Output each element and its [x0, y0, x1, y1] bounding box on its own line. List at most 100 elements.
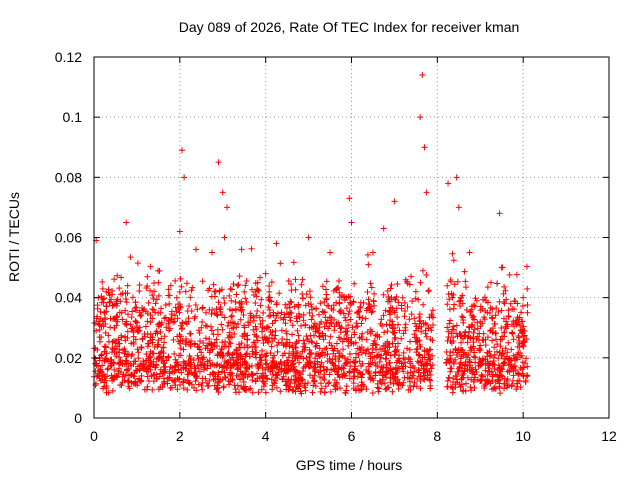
data-point — [289, 331, 296, 338]
data-point — [293, 315, 300, 322]
data-point — [352, 365, 359, 372]
data-point — [237, 344, 244, 351]
data-point — [130, 341, 137, 348]
data-point — [381, 348, 388, 355]
data-point — [492, 320, 499, 327]
data-point — [365, 304, 372, 311]
data-point — [341, 372, 348, 379]
data-point — [254, 370, 261, 377]
data-point — [406, 281, 413, 288]
data-point — [278, 327, 285, 334]
data-point — [262, 270, 269, 277]
data-point — [327, 249, 334, 256]
data-point — [497, 390, 504, 397]
data-point — [446, 296, 453, 303]
data-point — [317, 364, 324, 371]
data-point — [125, 366, 132, 373]
data-point — [238, 340, 245, 347]
data-point — [386, 311, 393, 318]
data-point — [394, 281, 401, 288]
data-point — [240, 311, 247, 318]
data-point — [336, 299, 343, 306]
data-point — [116, 285, 123, 292]
data-point — [517, 364, 524, 371]
data-point — [453, 322, 460, 329]
data-point — [514, 351, 521, 358]
data-point — [378, 364, 385, 371]
data-point — [295, 375, 302, 382]
data-point — [179, 337, 186, 344]
data-point — [355, 383, 362, 390]
data-point — [150, 295, 157, 302]
data-point — [289, 387, 296, 394]
data-point — [387, 374, 394, 381]
data-point — [414, 358, 421, 365]
data-point — [292, 286, 299, 293]
data-point — [476, 345, 483, 352]
data-point — [228, 313, 235, 320]
data-point — [178, 326, 185, 333]
data-point — [509, 377, 516, 384]
data-point — [477, 342, 484, 349]
data-point — [218, 311, 225, 318]
data-point — [330, 288, 337, 295]
data-point — [369, 359, 376, 366]
data-point — [233, 324, 240, 331]
data-point — [388, 281, 395, 288]
data-point — [298, 281, 305, 288]
data-point — [126, 385, 133, 392]
data-point — [241, 358, 248, 365]
data-point — [292, 344, 299, 351]
data-point — [244, 342, 251, 349]
data-point — [188, 287, 195, 294]
data-point — [404, 280, 411, 287]
data-point — [325, 380, 332, 387]
data-point — [342, 328, 349, 335]
data-point — [228, 363, 235, 370]
data-point — [186, 380, 193, 387]
data-point — [177, 352, 184, 359]
data-point — [132, 318, 139, 325]
data-point — [225, 349, 232, 356]
data-point — [411, 379, 418, 386]
data-point — [524, 285, 531, 292]
data-point — [148, 372, 155, 379]
data-point — [165, 353, 172, 360]
data-point — [335, 278, 342, 285]
data-point — [239, 306, 246, 313]
data-point — [424, 321, 431, 328]
data-point — [477, 323, 484, 330]
data-point — [109, 387, 116, 394]
data-point — [299, 276, 306, 283]
data-point — [295, 332, 302, 339]
data-point — [375, 385, 382, 392]
data-point — [359, 371, 366, 378]
data-point — [224, 322, 231, 329]
data-point — [499, 264, 506, 271]
data-point — [502, 323, 509, 330]
data-point — [206, 336, 213, 343]
data-point — [287, 380, 294, 387]
data-point — [318, 385, 325, 392]
data-point — [478, 371, 485, 378]
data-point — [343, 294, 350, 301]
data-point — [374, 363, 381, 370]
data-point — [294, 327, 301, 334]
data-point — [364, 329, 371, 336]
data-point — [145, 299, 152, 306]
data-point — [471, 384, 478, 391]
data-point — [161, 333, 168, 340]
data-point — [293, 350, 300, 357]
data-point — [194, 352, 201, 359]
data-point — [265, 294, 272, 301]
data-point — [312, 383, 319, 390]
data-point — [300, 337, 307, 344]
data-point — [459, 300, 466, 307]
data-point — [197, 359, 204, 366]
data-point — [283, 330, 290, 337]
data-point — [249, 389, 256, 396]
data-point — [312, 368, 319, 375]
data-point — [151, 371, 158, 378]
data-point — [380, 312, 387, 319]
data-point — [393, 293, 400, 300]
